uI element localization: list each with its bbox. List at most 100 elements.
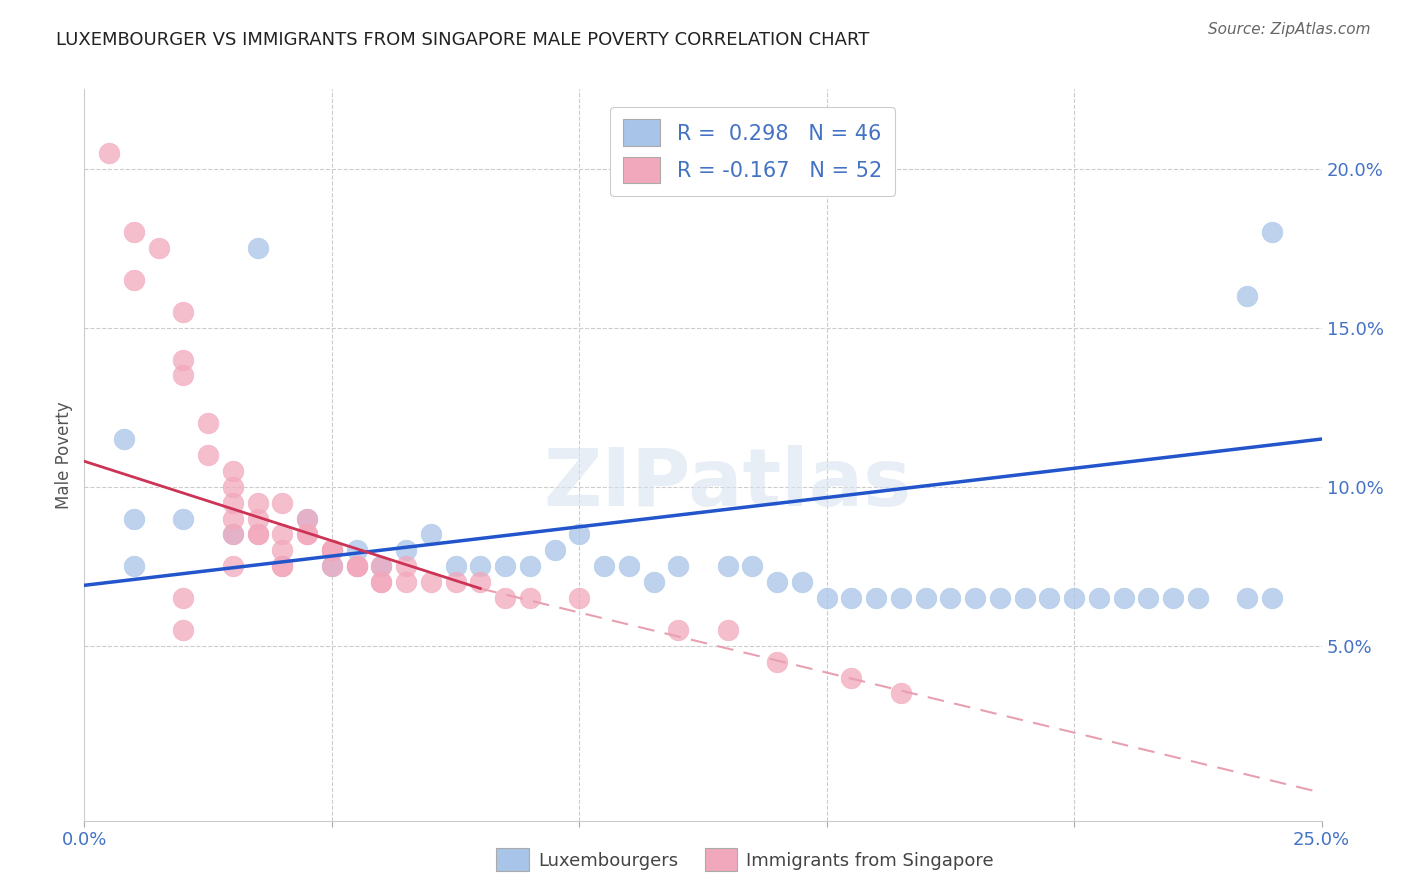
Point — [494, 591, 516, 605]
Y-axis label: Male Poverty: Male Poverty — [55, 401, 73, 508]
Point — [939, 591, 962, 605]
Point — [890, 686, 912, 700]
Point — [246, 495, 269, 509]
Point — [246, 241, 269, 255]
Point — [197, 416, 219, 430]
Point — [246, 527, 269, 541]
Text: Source: ZipAtlas.com: Source: ZipAtlas.com — [1208, 22, 1371, 37]
Legend: Luxembourgers, Immigrants from Singapore: Luxembourgers, Immigrants from Singapore — [489, 841, 1001, 879]
Point — [395, 559, 418, 574]
Point — [321, 559, 343, 574]
Point — [519, 559, 541, 574]
Point — [271, 559, 294, 574]
Point — [370, 559, 392, 574]
Point — [295, 527, 318, 541]
Point — [1014, 591, 1036, 605]
Point — [1063, 591, 1085, 605]
Point — [122, 559, 145, 574]
Point — [246, 511, 269, 525]
Point — [717, 623, 740, 637]
Point — [222, 511, 245, 525]
Point — [1137, 591, 1160, 605]
Point — [98, 145, 121, 160]
Legend: R =  0.298   N = 46, R = -0.167   N = 52: R = 0.298 N = 46, R = -0.167 N = 52 — [610, 107, 894, 196]
Point — [568, 591, 591, 605]
Point — [346, 559, 368, 574]
Point — [112, 432, 135, 446]
Point — [988, 591, 1011, 605]
Point — [172, 591, 194, 605]
Point — [643, 575, 665, 590]
Point — [666, 623, 689, 637]
Point — [122, 225, 145, 239]
Point — [122, 273, 145, 287]
Point — [222, 527, 245, 541]
Point — [444, 575, 467, 590]
Point — [841, 671, 863, 685]
Point — [470, 575, 492, 590]
Point — [197, 448, 219, 462]
Text: LUXEMBOURGER VS IMMIGRANTS FROM SINGAPORE MALE POVERTY CORRELATION CHART: LUXEMBOURGER VS IMMIGRANTS FROM SINGAPOR… — [56, 31, 870, 49]
Point — [295, 511, 318, 525]
Point — [790, 575, 813, 590]
Point — [593, 559, 616, 574]
Point — [321, 543, 343, 558]
Point — [172, 352, 194, 367]
Point — [222, 480, 245, 494]
Point — [890, 591, 912, 605]
Point — [841, 591, 863, 605]
Point — [815, 591, 838, 605]
Point — [222, 495, 245, 509]
Point — [370, 559, 392, 574]
Point — [1161, 591, 1184, 605]
Point — [865, 591, 887, 605]
Point — [222, 464, 245, 478]
Point — [271, 543, 294, 558]
Point — [370, 575, 392, 590]
Point — [470, 559, 492, 574]
Point — [321, 559, 343, 574]
Point — [1236, 289, 1258, 303]
Point — [321, 543, 343, 558]
Point — [295, 511, 318, 525]
Point — [1112, 591, 1135, 605]
Point — [346, 559, 368, 574]
Point — [172, 511, 194, 525]
Point — [246, 527, 269, 541]
Point — [295, 527, 318, 541]
Point — [568, 527, 591, 541]
Point — [395, 575, 418, 590]
Point — [1236, 591, 1258, 605]
Point — [370, 575, 392, 590]
Point — [271, 559, 294, 574]
Point — [222, 559, 245, 574]
Point — [419, 575, 441, 590]
Point — [444, 559, 467, 574]
Point — [271, 495, 294, 509]
Point — [222, 527, 245, 541]
Point — [172, 623, 194, 637]
Point — [766, 575, 789, 590]
Point — [717, 559, 740, 574]
Point — [122, 511, 145, 525]
Point — [741, 559, 763, 574]
Point — [321, 543, 343, 558]
Point — [148, 241, 170, 255]
Point — [172, 305, 194, 319]
Point — [494, 559, 516, 574]
Point — [965, 591, 987, 605]
Point — [346, 559, 368, 574]
Point — [766, 655, 789, 669]
Point — [519, 591, 541, 605]
Point — [617, 559, 640, 574]
Point — [419, 527, 441, 541]
Point — [172, 368, 194, 383]
Point — [1088, 591, 1111, 605]
Point — [1261, 225, 1284, 239]
Point — [914, 591, 936, 605]
Point — [271, 527, 294, 541]
Point — [1038, 591, 1060, 605]
Point — [395, 543, 418, 558]
Text: ZIPatlas: ZIPatlas — [544, 445, 912, 524]
Point — [543, 543, 565, 558]
